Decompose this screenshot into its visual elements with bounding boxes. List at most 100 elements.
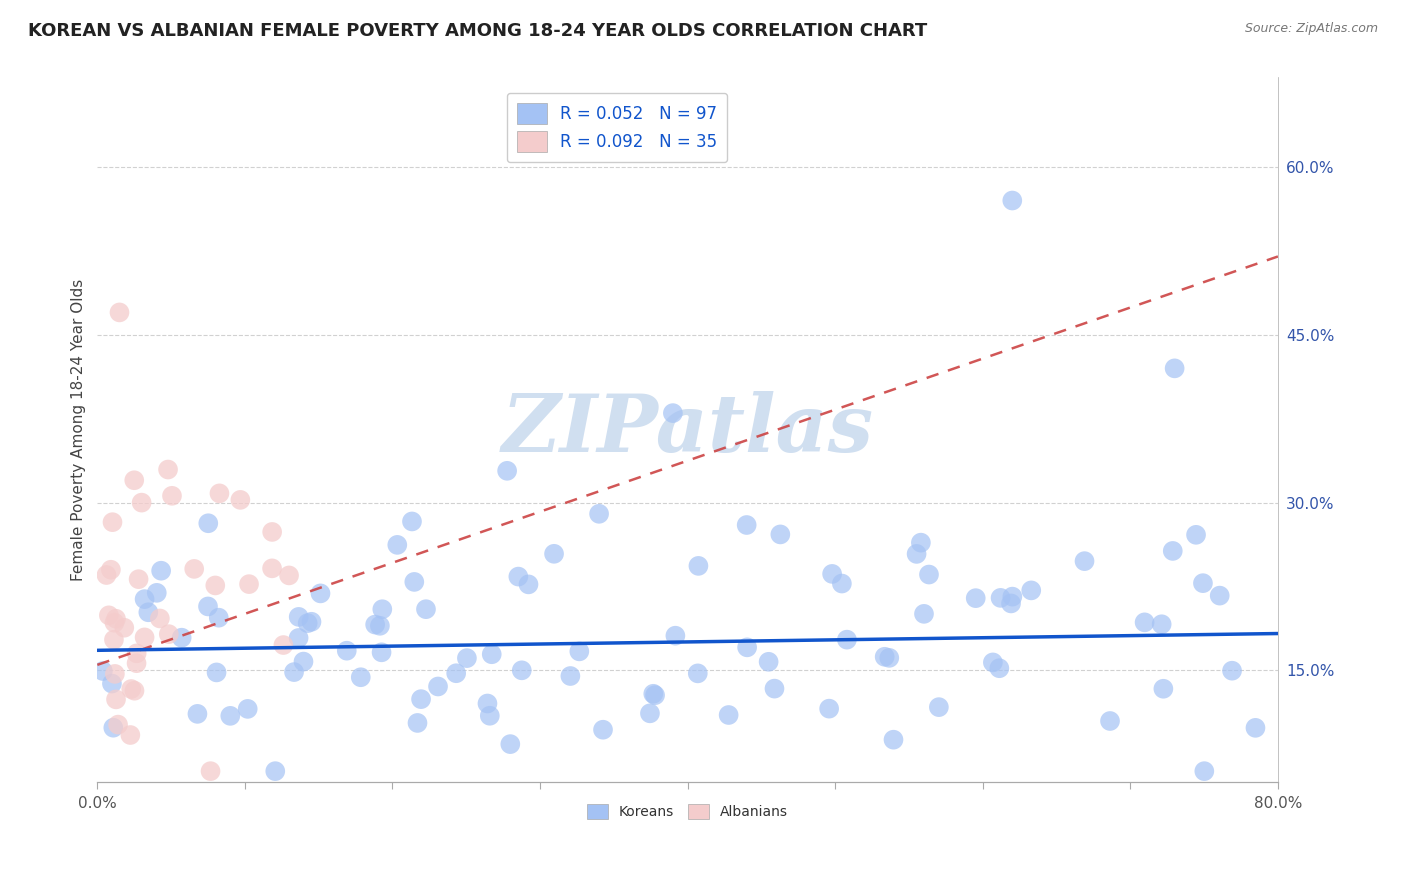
Point [170,631,193,645]
Point [831,576,853,591]
Text: ZIPatlas: ZIPatlas [502,392,873,468]
Point [103,721,125,735]
Point [368,619,391,633]
Point [988,661,1011,675]
Point [157,627,180,641]
Point [103,632,125,647]
Point [918,567,941,582]
Point [508,569,530,583]
Point [146,586,169,600]
Point [1073,554,1095,568]
Point [104,612,127,626]
Point [134,631,156,645]
Point [262,524,284,539]
Point [301,615,323,629]
Point [1152,681,1174,696]
Point [1194,764,1216,779]
Point [283,665,305,679]
Point [186,706,208,721]
Point [208,610,231,624]
Point [688,558,710,573]
Point [336,643,359,657]
Point [1192,576,1215,591]
Point [96,568,118,582]
Point [200,764,222,779]
Point [1163,361,1185,376]
Point [404,574,426,589]
Point [1098,714,1121,728]
Point [686,666,709,681]
Point [364,617,387,632]
Point [912,607,935,621]
Point [543,547,565,561]
Point [873,649,896,664]
Point [124,683,146,698]
Point [1001,194,1024,208]
Point [219,709,242,723]
Point [264,764,287,779]
Point [835,632,858,647]
Point [905,547,928,561]
Point [122,473,145,487]
Point [136,605,159,619]
Point [496,464,519,478]
Point [125,646,148,660]
Point [1150,617,1173,632]
Point [149,611,172,625]
Point [481,647,503,661]
Point [387,538,409,552]
Point [120,728,142,742]
Point [409,692,432,706]
Point [928,700,950,714]
Point [157,462,180,476]
Point [406,715,429,730]
Point [401,515,423,529]
Point [197,516,219,531]
Point [183,562,205,576]
Point [108,305,131,319]
Point [287,631,309,645]
Point [238,577,260,591]
Point [204,578,226,592]
Point [292,655,315,669]
Point [758,655,780,669]
Point [818,701,841,715]
Point [568,644,591,658]
Point [427,680,450,694]
Text: KOREAN VS ALBANIAN FEMALE POVERTY AMONG 18-24 YEAR OLDS CORRELATION CHART: KOREAN VS ALBANIAN FEMALE POVERTY AMONG … [28,22,928,40]
Point [104,666,127,681]
Point [1133,615,1156,630]
Point [150,564,173,578]
Point [128,572,150,586]
Point [278,568,301,582]
Point [821,566,844,581]
Point [763,681,786,696]
Point [643,687,665,701]
Point [101,676,124,690]
Point [309,586,332,600]
Point [1244,721,1267,735]
Point [965,591,987,606]
Point [592,723,614,737]
Point [735,518,758,533]
Point [990,591,1012,605]
Point [229,492,252,507]
Point [287,610,309,624]
Point [664,629,686,643]
Point [1000,596,1022,610]
Point [1185,528,1208,542]
Point [560,669,582,683]
Point [717,708,740,723]
Point [350,670,373,684]
Point [444,666,467,681]
Point [981,656,1004,670]
Point [735,640,758,655]
Point [1209,589,1232,603]
Text: Source: ZipAtlas.com: Source: ZipAtlas.com [1244,22,1378,36]
Point [101,515,124,529]
Point [103,615,125,630]
Point [105,692,128,706]
Point [638,706,661,721]
Point [644,688,666,702]
Point [107,717,129,731]
